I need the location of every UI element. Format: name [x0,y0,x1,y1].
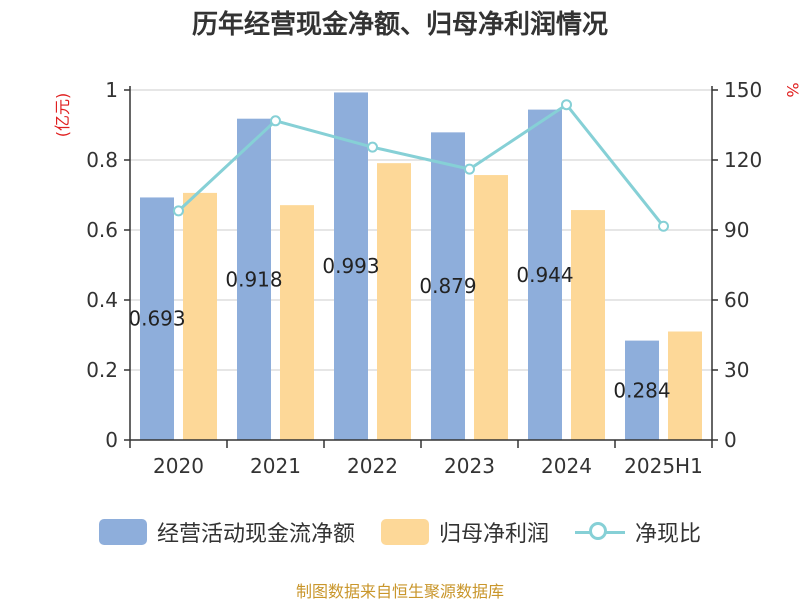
bar-cashflow [140,197,174,440]
bar-cashflow [625,340,659,440]
bar-cashflow [528,109,562,440]
bar-netprofit [474,175,508,441]
legend-label-cashflow: 经营活动现金流净额 [156,522,355,547]
data-label-cashflow: 0.693 [128,307,185,331]
chart-title: 历年经营现金净额、归母净利润情况 [191,10,608,40]
left-tick-label: 0.2 [86,358,118,382]
x-tick-label: 2021 [250,454,301,478]
ratio-point [173,205,184,217]
legend-swatch-netprofit [380,519,429,545]
right-tick-label: 0 [724,428,737,452]
bar-netprofit [183,192,217,440]
right-tick-label: 60 [724,288,749,312]
data-label-cashflow: 0.944 [516,263,573,287]
bar-netprofit [377,163,411,440]
left-tick-label: 0.4 [86,288,118,312]
ratio-point [658,220,669,232]
right-tick-label: 150 [724,78,762,102]
data-label-cashflow: 0.993 [322,254,379,278]
left-tick-label: 0.6 [86,218,118,242]
left-tick-label: 1 [105,78,118,102]
x-tick-label: 2023 [444,454,495,478]
bar-layer [140,92,702,441]
ratio-point [464,163,475,175]
line-layer [173,99,669,232]
data-label-cashflow: 0.918 [225,267,282,291]
legend: 经营活动现金流净额 归母净利润 净现比 [0,516,800,548]
legend-label-ratio: 净现比 [635,522,702,547]
ratio-point [270,115,281,127]
ratio-point [561,99,572,111]
legend-label-netprofit: 归母净利润 [438,522,549,547]
ratio-line [177,102,665,228]
legend-item-ratio[interactable]: 净现比 [575,516,701,548]
data-label-layer: 0.693 0.918 0.993 0.879 0.944 0.284 [128,254,670,402]
legend-item-netprofit[interactable]: 归母净利润 [380,516,549,548]
legend-swatch-ratio [575,519,625,545]
bar-cashflow [431,132,465,440]
bar-cashflow [334,92,368,440]
grid-lines [130,89,712,371]
bar-cashflow [237,118,271,440]
source-note: 制图数据来自恒生聚源数据库 [295,582,504,601]
x-tick-label: 2024 [541,454,592,478]
legend-swatch-cashflow [98,519,147,545]
data-label-cashflow: 0.879 [419,274,476,298]
left-tick-label: 0.8 [86,148,118,172]
left-axis-label: (亿元) [53,93,72,138]
right-tick-label: 30 [724,358,749,382]
x-tick-label: 2020 [153,454,204,478]
bar-netprofit [668,331,702,440]
axes: 0 0.2 0.4 0.6 0.8 1 0 30 60 90 120 150 2020 2021 2022 2… [86,78,762,478]
legend-item-cashflow[interactable]: 经营活动现金流净额 [98,516,355,548]
ratio-point [367,141,378,153]
bar-netprofit [571,210,605,440]
left-tick-label: 0 [105,428,118,452]
x-tick-label: 2022 [347,454,398,478]
data-label-cashflow: 0.284 [613,378,670,402]
bar-netprofit [280,205,314,440]
right-axis-label: % [783,82,800,97]
right-tick-label: 90 [724,218,749,242]
x-tick-label: 2025H1 [624,454,703,478]
right-tick-label: 120 [724,148,762,172]
